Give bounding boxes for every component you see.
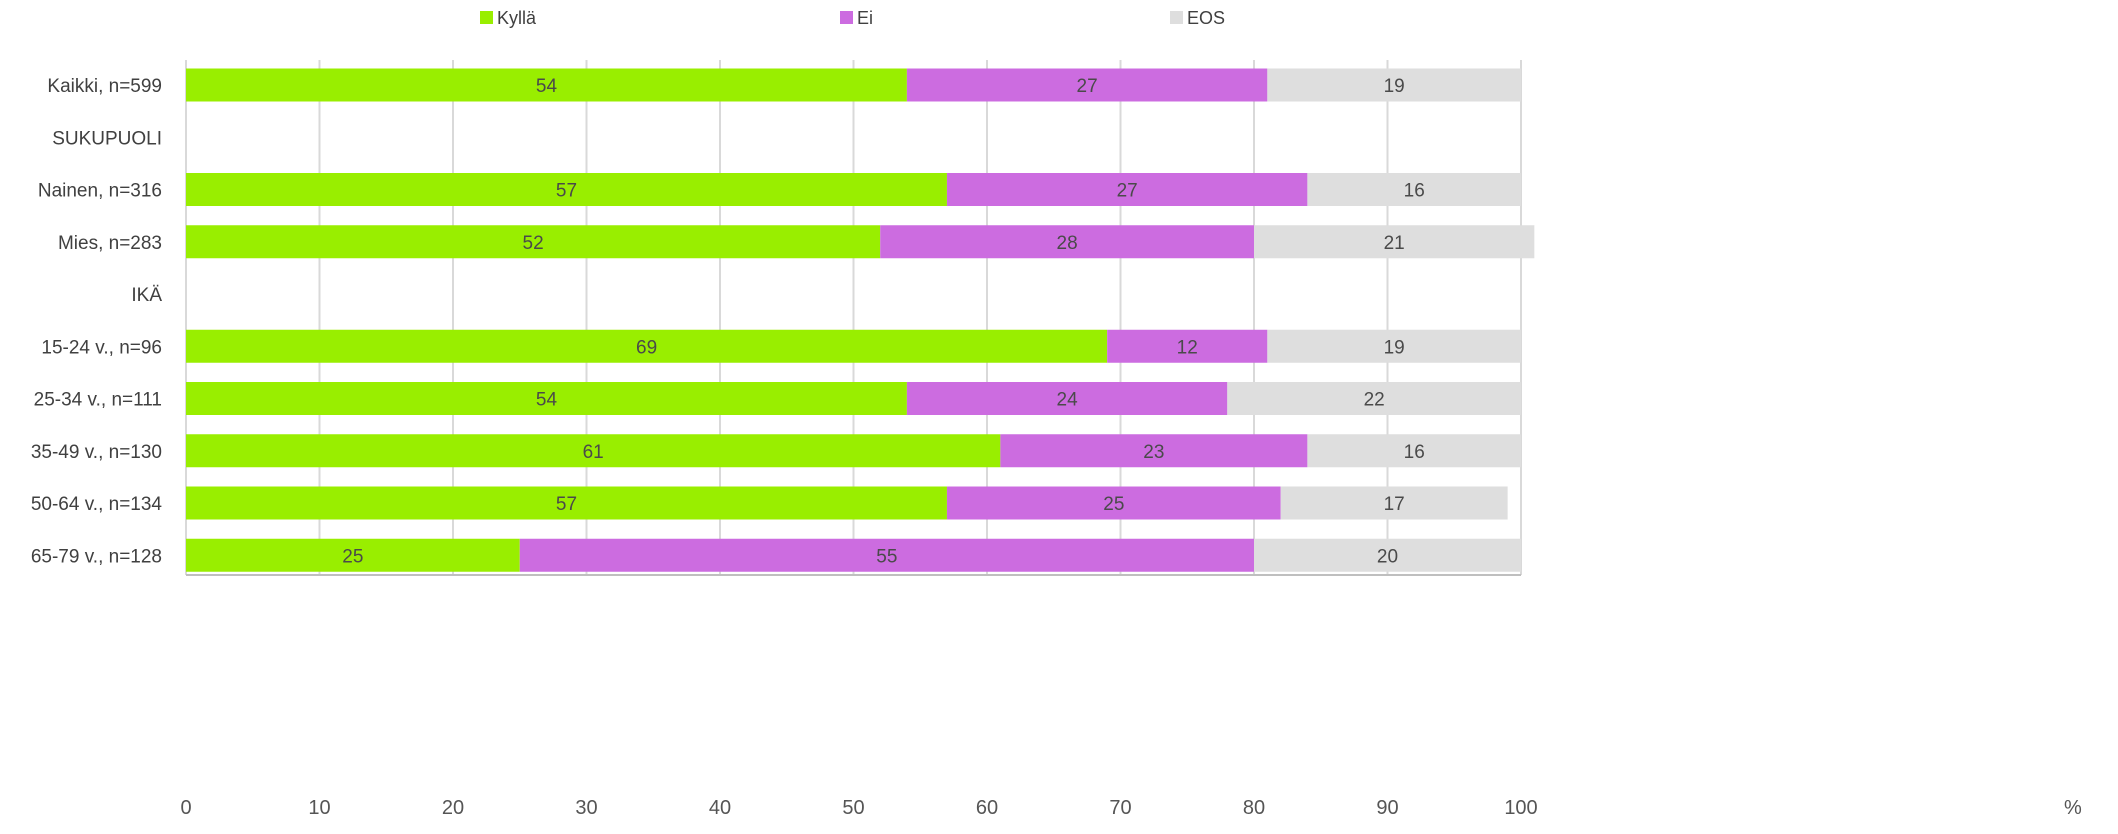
data-label-ei: 24 — [1057, 390, 1079, 411]
data-label-ei: 12 — [1177, 337, 1198, 358]
bar-kylla-nainen-n-316 — [186, 173, 947, 206]
data-label-kylla: 61 — [583, 442, 604, 463]
data-label-ei: 55 — [876, 546, 897, 567]
legend-label-eos: EOS — [1187, 8, 1225, 28]
x-tick-label: 90 — [1376, 797, 1398, 819]
bar-kylla-kaikki-n-599 — [186, 68, 907, 102]
bar-eos-nainen-n-316 — [1307, 173, 1521, 206]
x-tick-label: 50 — [842, 797, 864, 819]
data-label-eos: 22 — [1364, 390, 1385, 411]
data-label-kylla: 54 — [536, 76, 558, 97]
data-label-ei: 27 — [1117, 181, 1138, 202]
data-label-kylla: 57 — [556, 181, 577, 202]
bar-eos-35-49-v-n-130 — [1307, 434, 1521, 468]
bar-eos-25-34-v-n-111 — [1227, 382, 1521, 415]
legend-label-kylla: Kyllä — [497, 8, 537, 28]
bar-ei-nainen-n-316 — [946, 173, 1308, 206]
data-label-eos: 17 — [1384, 494, 1405, 515]
x-tick-label: 20 — [442, 797, 464, 819]
bar-eos-kaikki-n-599 — [1267, 68, 1521, 102]
bar-kylla-65-79-v-n-128 — [186, 538, 520, 572]
category-label-25-34-v-n-111: 25-34 v., n=111 — [34, 390, 162, 411]
category-label-65-79-v-n-128: 65-79 v., n=128 — [31, 546, 162, 567]
category-label-mies-n-283: Mies, n=283 — [58, 233, 162, 254]
x-tick-label: 80 — [1243, 797, 1265, 819]
category-label-ika: IKÄ — [131, 285, 162, 306]
data-label-kylla: 69 — [636, 337, 657, 358]
bar-eos-15-24-v-n-96 — [1267, 329, 1521, 363]
bar-kylla-35-49-v-n-130 — [186, 434, 1001, 468]
bar-eos-50-64-v-n-134 — [1280, 486, 1508, 520]
legend-swatch-ei — [840, 11, 853, 24]
x-axis-unit: % — [2064, 797, 2082, 819]
x-tick-label: 30 — [575, 797, 597, 819]
category-labels: Kaikki, n=599 SUKUPUOLI Nainen, n=316 Mies,… — [31, 76, 163, 567]
x-axis: % 0 10 20 30 40 50 60 70 80 90 100 — [180, 574, 2082, 819]
x-tick-label: 70 — [1109, 797, 1131, 819]
category-label-sukupuoli: SUKUPUOLI — [52, 128, 162, 149]
bar-ei-mies-n-283 — [880, 225, 1254, 259]
data-label-kylla: 57 — [556, 494, 577, 515]
data-label-ei: 27 — [1077, 76, 1098, 97]
data-label-eos: 19 — [1384, 337, 1405, 358]
bar-eos-mies-n-283 — [1254, 225, 1535, 259]
category-label-nainen-n-316: Nainen, n=316 — [38, 181, 162, 202]
bar-kylla-mies-n-283 — [186, 225, 881, 259]
data-label-kylla: 52 — [523, 233, 544, 254]
category-label-15-24-v-n-96: 15-24 v., n=96 — [41, 337, 162, 358]
bar-eos-65-79-v-n-128 — [1254, 538, 1521, 572]
category-label-35-49-v-n-130: 35-49 v., n=130 — [31, 442, 162, 463]
bar-ei-kaikki-n-599 — [906, 68, 1268, 102]
x-tick-label: 60 — [976, 797, 998, 819]
legend-swatch-kylla — [480, 11, 493, 24]
bar-ei-50-64-v-n-134 — [946, 486, 1281, 520]
data-label-eos: 16 — [1404, 181, 1425, 202]
bar-ei-35-49-v-n-130 — [1000, 434, 1308, 468]
bar-area: 54 27 19 57 27 16 52 28 21 69 12 19 54 24 22 61 23 16 57 25… — [186, 68, 1535, 572]
bar-kylla-25-34-v-n-111 — [186, 382, 907, 415]
data-label-eos: 20 — [1377, 546, 1398, 567]
bar-ei-15-24-v-n-96 — [1107, 329, 1268, 363]
bar-kylla-15-24-v-n-96 — [186, 329, 1108, 363]
bar-kylla-50-64-v-n-134 — [186, 486, 947, 520]
bar-ei-65-79-v-n-128 — [519, 538, 1254, 572]
bar-ei-25-34-v-n-111 — [906, 382, 1228, 415]
category-label-kaikki-n-599: Kaikki, n=599 — [47, 76, 162, 97]
data-label-ei: 25 — [1103, 494, 1124, 515]
x-tick-label: 0 — [180, 797, 191, 819]
legend-swatch-eos — [1170, 11, 1183, 24]
data-label-eos: 19 — [1384, 76, 1405, 97]
data-label-kylla: 54 — [536, 390, 558, 411]
x-tick-label: 10 — [308, 797, 330, 819]
legend-label-ei: Ei — [857, 8, 873, 28]
category-label-50-64-v-n-134: 50-64 v., n=134 — [31, 494, 163, 515]
data-label-eos: 21 — [1384, 233, 1405, 254]
data-label-ei: 28 — [1057, 233, 1078, 254]
data-label-eos: 16 — [1404, 442, 1425, 463]
x-tick-label: 40 — [709, 797, 731, 819]
legend: Kyllä Ei EOS — [480, 8, 1225, 28]
data-label-kylla: 25 — [342, 546, 363, 567]
data-label-ei: 23 — [1143, 442, 1164, 463]
x-tick-label: 100 — [1504, 797, 1537, 819]
